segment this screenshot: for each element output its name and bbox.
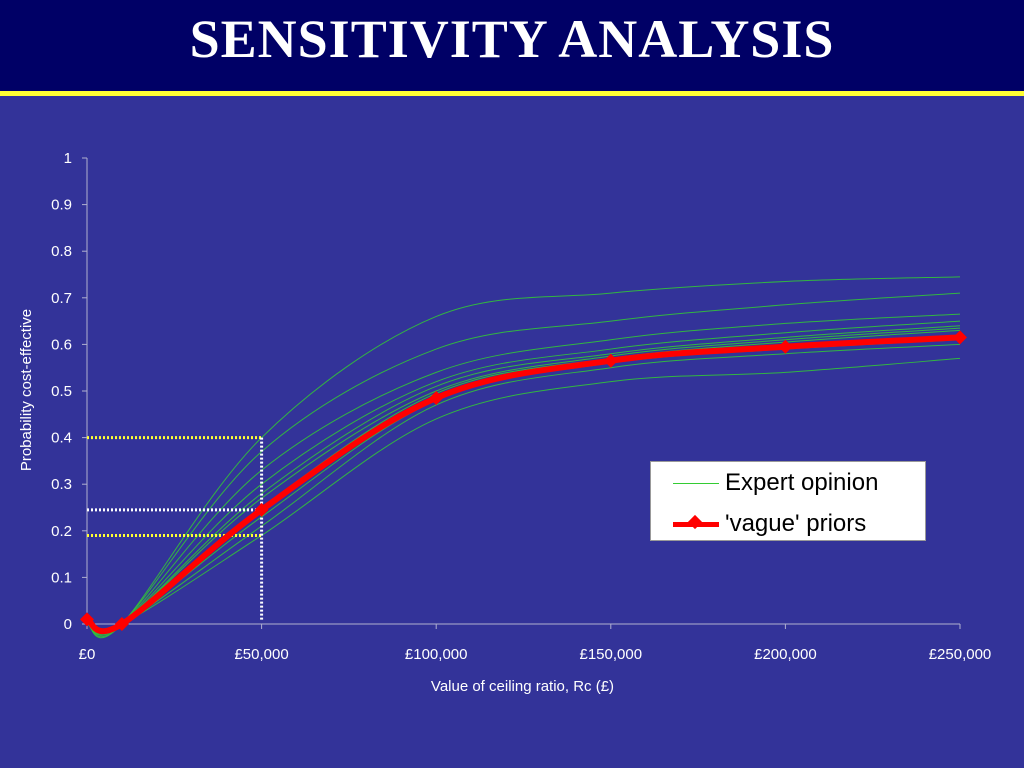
y-tick-label: 0.6 [51, 336, 72, 353]
expert-opinion-line [86, 313, 961, 636]
expert-opinion-line [86, 325, 961, 635]
y-tick-label: 0.8 [51, 243, 72, 260]
vague-priors-point [429, 390, 444, 405]
title-bar [0, 0, 1024, 91]
x-axis-title: Value of ceiling ratio, Rc (£) [431, 678, 614, 695]
x-tick-label: £50,000 [234, 646, 288, 663]
expert-opinion-line [86, 343, 961, 632]
legend-item-vague-priors: 'vague' priors [651, 506, 927, 542]
y-tick-label: 1 [64, 150, 72, 167]
expert-opinion-line [86, 320, 961, 635]
expert-opinion-line [86, 276, 961, 639]
y-tick-label: 0.4 [51, 430, 72, 447]
y-tick-label: 0.7 [51, 290, 72, 307]
legend-swatch-expert-opinion [673, 483, 719, 484]
vague-priors-point [953, 330, 967, 345]
x-tick-label: £150,000 [580, 646, 643, 663]
y-tick-label: 0.5 [51, 383, 72, 400]
expert-opinion-line [86, 357, 961, 631]
vague-priors-point [778, 339, 793, 354]
y-axis-title: Probability cost-effective [18, 309, 35, 471]
x-tick-label: £0 [79, 646, 96, 663]
y-tick-label: 0.3 [51, 476, 72, 493]
expert-opinion-line [86, 292, 961, 638]
y-tick-label: 0 [64, 616, 72, 633]
vague-priors-point [603, 353, 618, 368]
x-tick-label: £200,000 [754, 646, 817, 663]
diamond-marker-icon [687, 514, 703, 530]
y-tick-label: 0.2 [51, 523, 72, 540]
y-tick-label: 0.9 [51, 197, 72, 214]
vague-priors-point [254, 502, 269, 517]
vague-priors-point [114, 617, 129, 631]
slide-title: SENSITIVITY ANALYSIS [189, 9, 835, 69]
legend-swatch-vague-priors [673, 514, 719, 530]
x-tick-label: £100,000 [405, 646, 468, 663]
chart-legend: Expert opinion 'vague' priors [650, 461, 926, 541]
legend-label-expert-opinion: Expert opinion [725, 469, 879, 496]
x-tick-label: £250,000 [929, 646, 992, 663]
title-rule [0, 91, 1024, 96]
vague-priors-point [80, 612, 94, 627]
y-tick-label: 0.1 [51, 569, 72, 586]
legend-item-expert-opinion: Expert opinion [651, 465, 927, 501]
legend-label-vague-priors: 'vague' priors [725, 510, 867, 537]
